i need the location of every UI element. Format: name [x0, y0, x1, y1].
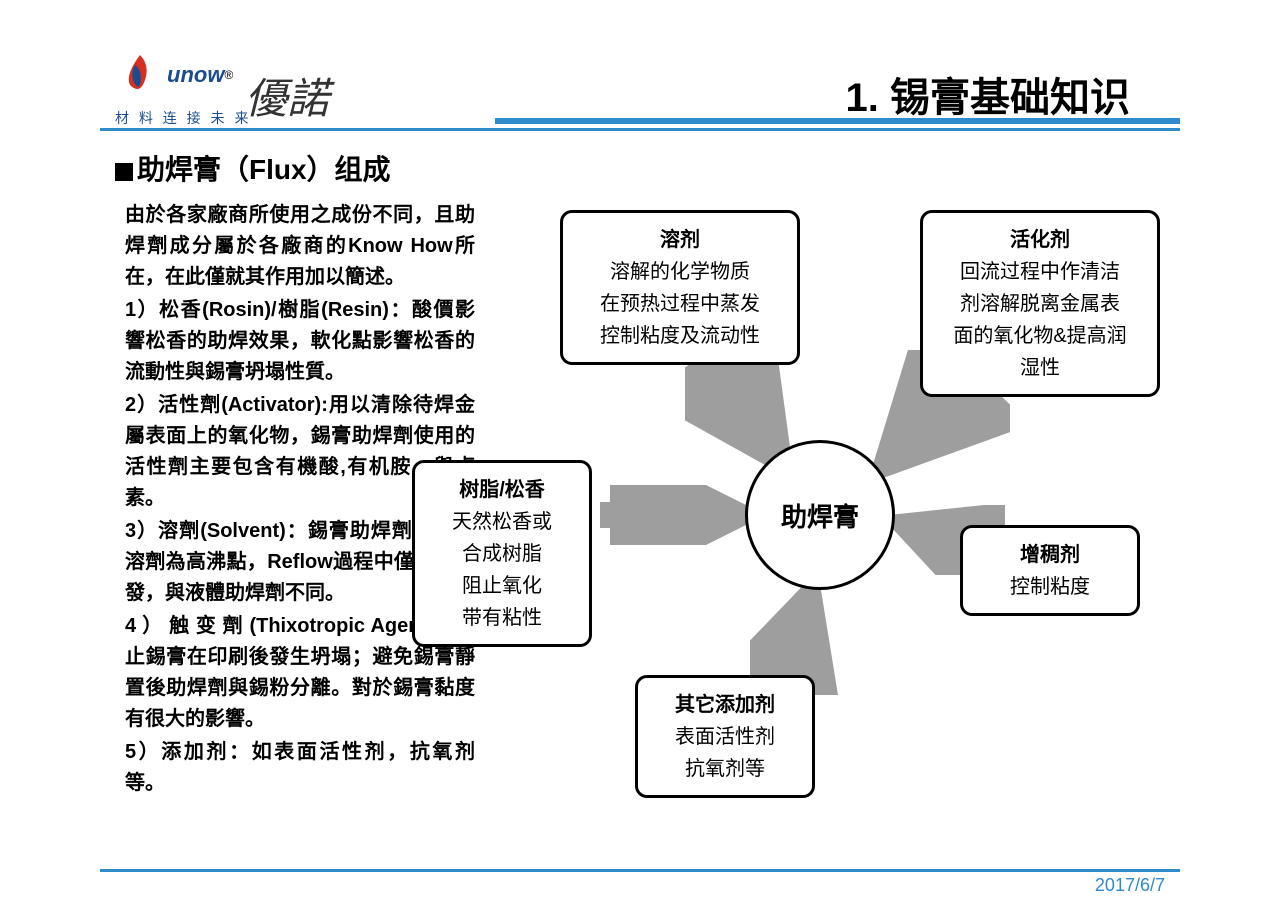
bullet-icon	[115, 163, 133, 181]
node-resin: 树脂/松香 天然松香或 合成树脂 阻止氧化 带有粘性	[412, 460, 592, 647]
item-4-label: 4 ） 触 变 劑 (Thixotropic Agent)：	[125, 615, 455, 637]
item-1-label: 1）松香(Rosin)/樹脂(Resin)	[125, 299, 389, 321]
item-1: 1）松香(Rosin)/樹脂(Resin)：酸價影響松香的助焊效果，軟化點影響松…	[125, 295, 475, 388]
subtitle: 助焊膏（Flux）组成	[115, 148, 391, 188]
node-resin-line2: 合成树脂	[433, 538, 571, 570]
node-solvent-line1: 溶解的化学物质	[581, 256, 779, 288]
node-resin-line1: 天然松香或	[433, 506, 571, 538]
brand-name: 優諾	[245, 65, 329, 126]
item-5-label: 5）添加剂：	[125, 741, 252, 763]
divider-thick	[495, 118, 1180, 124]
node-thickener-body: 控制粘度	[981, 571, 1119, 603]
registered-icon: ®	[224, 68, 233, 82]
logo-icon	[115, 50, 165, 100]
item-5: 5）添加剂：如表面活性剂，抗氧剂等。	[125, 737, 475, 799]
diagram: 助焊膏 溶剂 溶解的化学物质 在预热过程中蒸发 控制粘度及流动性 活化剂 回流过…	[490, 195, 1190, 815]
center-node: 助焊膏	[745, 440, 895, 590]
header: unow ® 材 料 连 接 未 来 優諾 1. 锡膏基础知识	[0, 0, 1280, 130]
footer-date: 2017/6/7	[1095, 875, 1165, 896]
node-thickener-title: 增稠剂	[981, 538, 1119, 567]
node-additive-title: 其它添加剂	[656, 688, 794, 717]
page-title: 1. 锡膏基础知识	[846, 65, 1130, 123]
divider-thin	[100, 128, 1180, 131]
node-activator-line2: 剂溶解脱离金属表	[941, 288, 1139, 320]
node-solvent-title: 溶剂	[581, 223, 779, 252]
node-activator: 活化剂 回流过程中作清洁 剂溶解脱离金属表 面的氧化物&提高润 湿性	[920, 210, 1160, 397]
node-solvent: 溶剂 溶解的化学物质 在预热过程中蒸发 控制粘度及流动性	[560, 210, 800, 365]
node-thickener: 增稠剂 控制粘度	[960, 525, 1140, 616]
node-solvent-body: 溶解的化学物质 在预热过程中蒸发 控制粘度及流动性	[581, 256, 779, 352]
node-additive: 其它添加剂 表面活性剂 抗氧剂等	[635, 675, 815, 798]
node-additive-line1: 表面活性剂	[656, 721, 794, 753]
node-resin-title: 树脂/松香	[433, 473, 571, 502]
footer-divider	[100, 869, 1180, 872]
center-label: 助焊膏	[781, 497, 859, 534]
node-activator-line1: 回流过程中作清洁	[941, 256, 1139, 288]
item-2-label: 2）活性劑(Activator):	[125, 394, 328, 416]
node-additive-line2: 抗氧剂等	[656, 753, 794, 785]
logo-area: unow ®	[115, 50, 233, 100]
logo-tagline: 材 料 连 接 未 来	[115, 108, 251, 128]
logo-text: unow	[167, 62, 224, 88]
node-resin-body: 天然松香或 合成树脂 阻止氧化 带有粘性	[433, 506, 571, 634]
arrow-resin	[590, 485, 760, 545]
node-solvent-line2: 在预热过程中蒸发	[581, 288, 779, 320]
subtitle-text: 助焊膏（Flux）组成	[137, 154, 391, 185]
node-activator-line3: 面的氧化物&提高润	[941, 320, 1139, 352]
node-resin-line3: 阻止氧化	[433, 570, 571, 602]
node-activator-body: 回流过程中作清洁 剂溶解脱离金属表 面的氧化物&提高润 湿性	[941, 256, 1139, 384]
node-resin-line4: 带有粘性	[433, 602, 571, 634]
node-activator-line4: 湿性	[941, 352, 1139, 384]
node-thickener-line1: 控制粘度	[981, 571, 1119, 603]
node-activator-title: 活化剂	[941, 223, 1139, 252]
item-3-label: 3）溶劑(Solvent)：	[125, 520, 308, 542]
node-solvent-line3: 控制粘度及流动性	[581, 320, 779, 352]
intro-text: 由於各家廠商所使用之成份不同，且助焊劑成分屬於各廠商的Know How所在，在此…	[125, 200, 475, 293]
node-additive-body: 表面活性剂 抗氧剂等	[656, 721, 794, 785]
